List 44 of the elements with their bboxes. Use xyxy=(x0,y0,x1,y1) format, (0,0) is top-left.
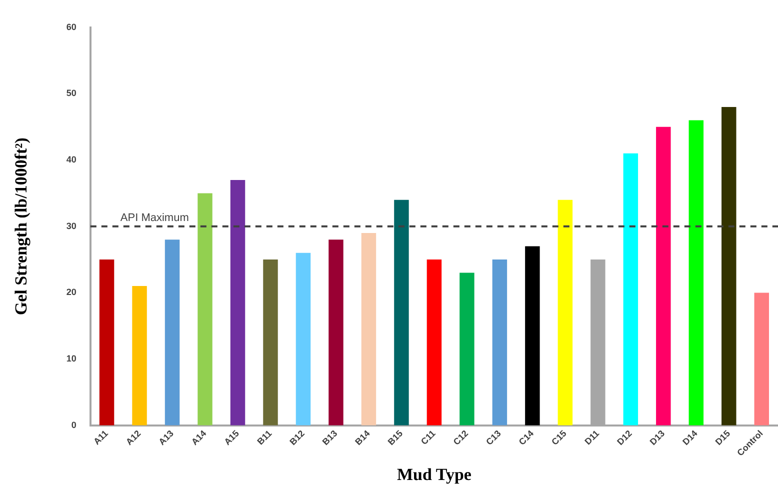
bar xyxy=(99,260,114,426)
y-axis-title: Gel Strength (lb/1000ft²) xyxy=(12,138,31,316)
y-tick-label: 20 xyxy=(66,287,76,298)
bar xyxy=(198,193,212,426)
ref-line-label: API Maximum xyxy=(120,212,189,224)
x-tick-label: A11 xyxy=(92,428,110,447)
x-tick-label: D13 xyxy=(648,428,667,448)
y-tick-label: 30 xyxy=(66,220,76,231)
bar xyxy=(164,240,180,426)
bar xyxy=(426,260,442,426)
x-tick-label: A12 xyxy=(124,428,143,448)
bar xyxy=(656,126,671,426)
bar xyxy=(623,153,638,426)
bar xyxy=(230,180,246,426)
x-tick-label: D11 xyxy=(582,428,602,447)
y-tick-label: 60 xyxy=(66,22,76,32)
x-tick-label: B11 xyxy=(255,428,274,447)
x-tick-label: A13 xyxy=(156,428,176,448)
bar xyxy=(328,240,344,426)
x-axis-title: Mud Type xyxy=(396,465,472,484)
bar xyxy=(296,252,311,426)
bar xyxy=(525,246,540,426)
bar xyxy=(754,292,769,426)
x-tick-label: C14 xyxy=(516,428,536,448)
bar xyxy=(558,200,573,426)
x-tick-label: C12 xyxy=(451,428,470,448)
y-tick-label: 50 xyxy=(66,88,76,98)
x-tick-label: B12 xyxy=(288,428,306,448)
bar xyxy=(132,286,147,426)
y-tick-label: 40 xyxy=(66,154,76,165)
bar xyxy=(492,260,508,426)
x-tick-label: B13 xyxy=(320,428,340,448)
x-tick-label: C15 xyxy=(550,428,568,448)
bar xyxy=(722,106,736,426)
y-tick-label: 10 xyxy=(66,354,76,364)
bar xyxy=(263,260,278,426)
x-tick-label: C11 xyxy=(418,428,438,447)
y-tick-label: 0 xyxy=(71,420,76,430)
x-tick-label: C13 xyxy=(484,428,503,448)
bar xyxy=(394,200,409,426)
x-tick-label: D12 xyxy=(615,428,634,448)
bar xyxy=(460,272,474,426)
bar xyxy=(361,233,376,426)
bar xyxy=(688,120,704,426)
